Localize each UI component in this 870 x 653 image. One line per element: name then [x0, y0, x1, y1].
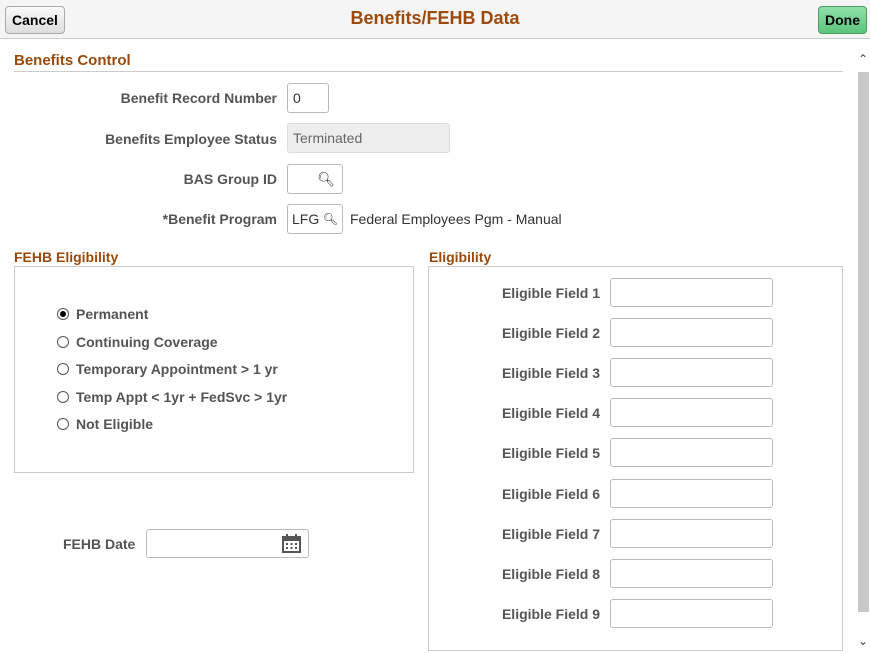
page-title: Benefits/FEHB Data [350, 8, 520, 28]
eligible-field-label: Eligible Field 3 [501, 365, 600, 382]
radio-permanent[interactable]: Permanent [57, 306, 148, 322]
bas-group-id-input[interactable]: 🔍︎ [287, 164, 343, 194]
fehb-date-label: FEHB Date [63, 536, 136, 552]
radio-icon[interactable] [57, 363, 69, 375]
benefit-program-value: LFG [292, 211, 320, 227]
scroll-up-icon[interactable]: ⌃ [858, 52, 869, 66]
eligible-field-label: Eligible Field 4 [501, 405, 600, 422]
radio-temporary-appointment[interactable]: Temporary Appointment > 1 yr [57, 361, 278, 377]
eligible-field-input[interactable] [610, 598, 773, 628]
eligibility-group [428, 266, 843, 651]
eligible-field-input[interactable] [610, 278, 773, 307]
radio-label: Permanent [76, 306, 149, 322]
radio-not-eligible[interactable]: Not Eligible [57, 416, 153, 432]
eligible-field-input[interactable] [610, 518, 773, 548]
benefit-program-label: *Benefit Program [162, 211, 277, 227]
done-button[interactable]: Done [818, 6, 867, 34]
header-bar: Cancel Benefits/FEHB Data Done [0, 0, 870, 39]
benefit-record-number-input[interactable]: 0 [287, 83, 329, 113]
benefits-employee-status-label: Benefits Employee Status [105, 131, 277, 147]
radio-icon[interactable] [57, 418, 69, 430]
radio-label: Not Eligible [76, 416, 153, 432]
radio-icon[interactable] [57, 336, 69, 348]
vertical-scrollbar[interactable]: ⌃ ⌄ [856, 48, 870, 653]
radio-label: Temp Appt < 1yr + FedSvc > 1yr [76, 389, 288, 405]
fehb-eligibility-group [14, 266, 414, 473]
benefit-program-input[interactable]: LFG 🔍︎ [287, 204, 343, 234]
eligible-field-input[interactable] [610, 558, 773, 588]
eligible-field-label: Eligible Field 6 [501, 485, 600, 502]
cancel-button[interactable]: Cancel [5, 6, 65, 34]
section-title-benefits-control: Benefits Control [14, 52, 131, 69]
eligible-field-label: Eligible Field 2 [501, 325, 600, 342]
eligible-field-label: Eligible Field 8 [501, 565, 600, 582]
search-icon[interactable]: 🔍︎ [322, 212, 338, 226]
radio-label: Continuing Coverage [76, 334, 218, 350]
benefits-employee-status-field: Terminated [287, 123, 450, 153]
eligible-field-label: Eligible Field 9 [501, 605, 600, 622]
radio-temp-appt-fedsvc[interactable]: Temp Appt < 1yr + FedSvc > 1yr [57, 389, 287, 405]
calendar-icon[interactable] [282, 534, 301, 553]
eligible-field-input[interactable] [610, 438, 773, 468]
radio-continuing-coverage[interactable]: Continuing Coverage [57, 334, 218, 350]
divider [14, 71, 843, 72]
eligible-field-label: Eligible Field 5 [501, 445, 600, 462]
eligible-field-label: Eligible Field 1 [501, 285, 600, 301]
eligible-field-input[interactable] [610, 318, 773, 348]
eligible-field-input[interactable] [610, 358, 773, 388]
scrollbar-thumb[interactable] [858, 72, 869, 612]
eligible-field-input[interactable] [610, 398, 773, 428]
section-title-eligibility: Eligibility [429, 249, 492, 265]
benefit-program-description: Federal Employees Pgm - Manual [350, 211, 562, 227]
bas-group-id-label: BAS Group ID [183, 171, 277, 187]
search-icon[interactable]: 🔍︎ [317, 171, 335, 187]
eligible-field-input[interactable] [610, 478, 773, 508]
radio-selected-icon[interactable] [57, 308, 69, 320]
benefit-record-number-label: Benefit Record Number [120, 90, 277, 106]
fehb-date-input[interactable] [146, 529, 309, 558]
section-title-fehb-eligibility: FEHB Eligibility [14, 249, 119, 265]
eligible-field-label: Eligible Field 7 [501, 525, 600, 542]
radio-icon[interactable] [57, 391, 69, 403]
scroll-down-icon[interactable]: ⌄ [858, 634, 869, 648]
radio-label: Temporary Appointment > 1 yr [76, 361, 278, 377]
